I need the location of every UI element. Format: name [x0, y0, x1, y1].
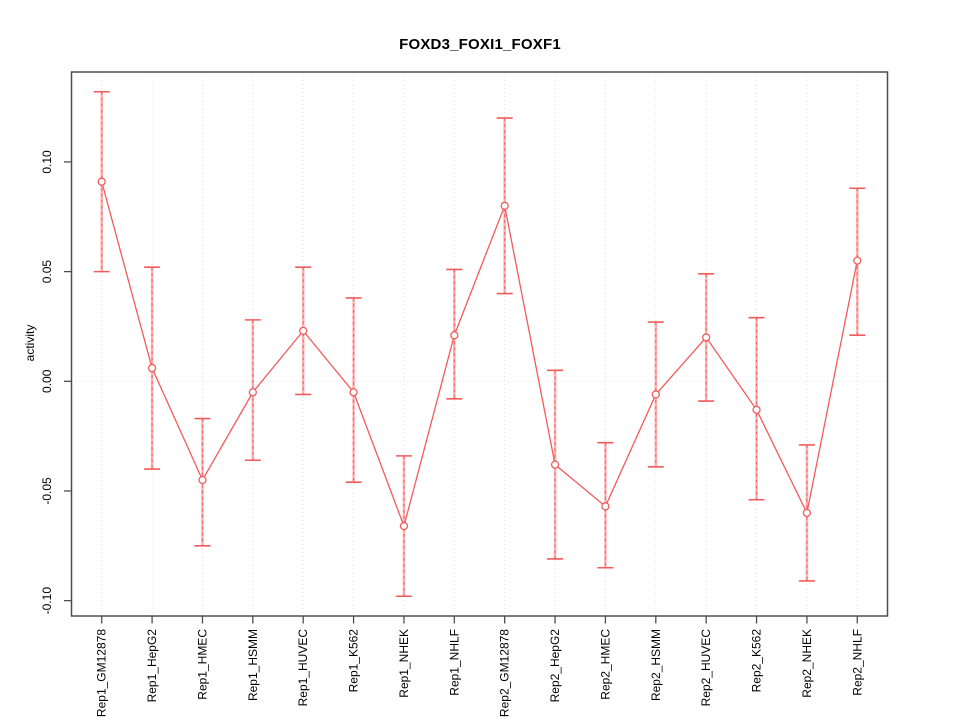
- data-point: [198, 475, 207, 485]
- x-tick-label: Rep1_K562: [347, 629, 361, 693]
- y-tick-label: 0.10: [40, 150, 54, 174]
- x-tick-label: Rep1_HSMM: [246, 629, 260, 701]
- y-tick-label: -0.10: [40, 587, 54, 615]
- y-tick-label: 0.00: [40, 369, 54, 393]
- x-tick-label: Rep1_GM12878: [95, 629, 109, 717]
- data-point: [399, 521, 409, 531]
- data-point: [752, 405, 761, 414]
- data-point: [349, 388, 358, 397]
- x-tick-label: Rep2_NHEK: [800, 629, 814, 698]
- data-point: [550, 460, 560, 469]
- data-point: [299, 326, 308, 335]
- chart-title: FOXD3_FOXI1_FOXF1: [399, 36, 561, 53]
- y-tick-label: 0.05: [40, 260, 54, 284]
- x-tick-label: Rep2_HMEC: [598, 629, 612, 700]
- series-line: [101, 181, 858, 529]
- x-tick-label: Rep1_HepG2: [145, 629, 159, 703]
- x-tick-label: Rep2_K562: [750, 629, 764, 693]
- data-point: [802, 508, 812, 518]
- x-tick-label: Rep2_GM12878: [498, 629, 512, 717]
- x-tick-label: Rep1_HUVEC: [296, 629, 310, 707]
- y-tick-label: -0.05: [40, 477, 54, 505]
- data-point: [147, 363, 157, 373]
- data-point: [601, 502, 610, 511]
- x-tick-label: Rep1_HMEC: [195, 629, 209, 700]
- x-tick-label: Rep2_HUVEC: [699, 629, 713, 707]
- x-tick-label: Rep2_NHLF: [850, 629, 864, 696]
- x-tick-label: Rep2_HSMM: [649, 629, 663, 701]
- plot-border: [70, 71, 889, 617]
- data-point: [500, 201, 509, 210]
- data-point: [702, 333, 711, 342]
- x-tick-label: Rep1_NHLF: [447, 629, 461, 696]
- x-tick-label: Rep2_HepG2: [548, 629, 562, 703]
- data-point: [651, 390, 660, 399]
- data-point: [853, 256, 862, 265]
- x-tick-label: Rep1_NHEK: [397, 629, 411, 698]
- data-point: [248, 388, 257, 397]
- data-point: [450, 331, 459, 340]
- data-point: [97, 177, 106, 186]
